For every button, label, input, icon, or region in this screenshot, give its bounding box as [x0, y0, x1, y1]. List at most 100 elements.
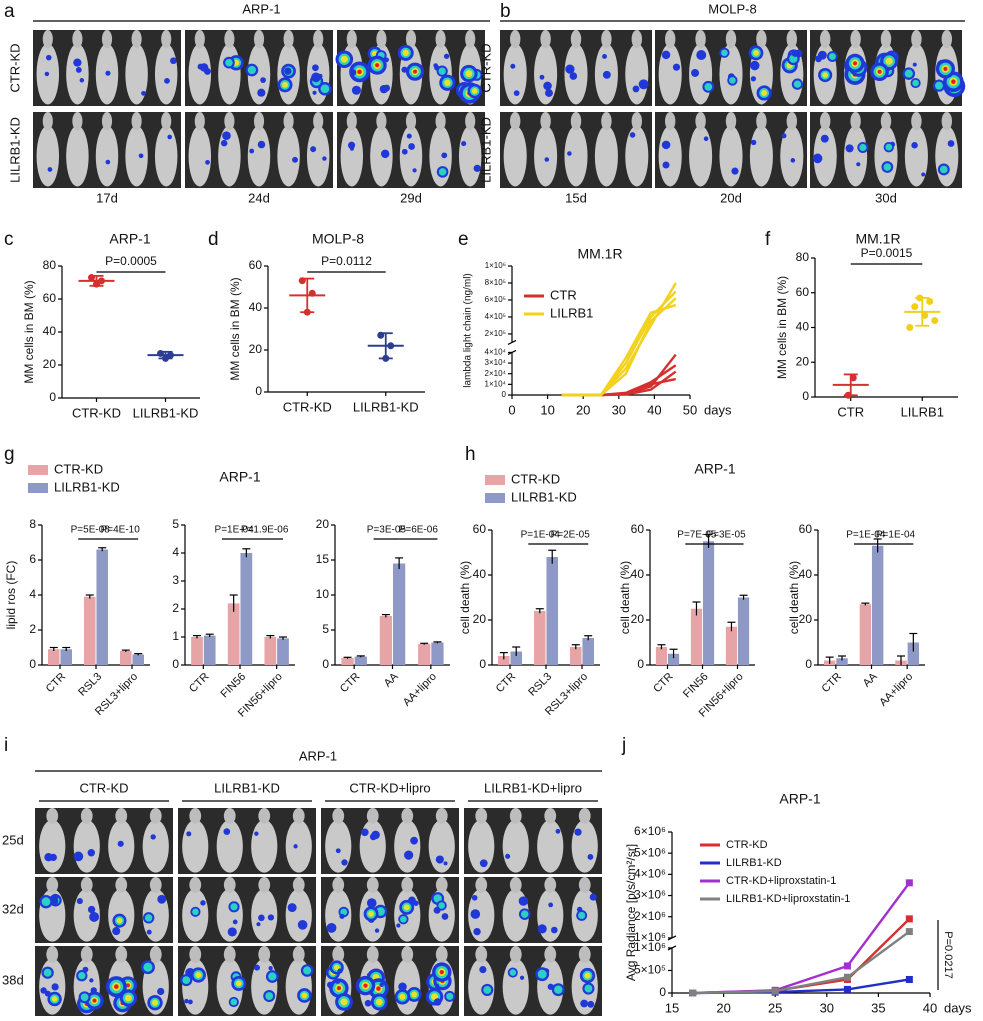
y-tick-label: 1×10⁶	[634, 930, 666, 944]
p-value: P=0.0217	[942, 931, 954, 978]
row-label: 25d	[2, 832, 24, 847]
signal	[146, 929, 152, 935]
y-tick-label: 40	[796, 320, 810, 334]
point	[843, 973, 851, 981]
legend-swatch	[485, 475, 505, 485]
y-tick-label: 5×10⁵	[634, 963, 666, 977]
mouse	[658, 125, 682, 187]
mouse	[537, 888, 564, 942]
row-label: LILRB1-KD	[478, 117, 493, 183]
bar	[341, 658, 354, 665]
mouse-head	[366, 946, 379, 963]
mouse-head	[401, 946, 414, 963]
chart-title: MM.1R	[577, 246, 622, 262]
signal	[320, 84, 330, 94]
signal	[268, 966, 273, 971]
legend-swatch	[28, 483, 48, 493]
signal	[222, 131, 231, 141]
bar	[655, 647, 668, 665]
group-label: LILRB1-KD	[214, 780, 280, 795]
bar	[582, 638, 594, 665]
mouse-head	[544, 808, 557, 824]
signal	[249, 148, 255, 154]
x-tick-label: 25	[768, 1000, 782, 1015]
mouse	[285, 888, 312, 942]
signal	[184, 998, 189, 1004]
mouse-head	[475, 946, 488, 963]
mouse	[935, 125, 959, 187]
signal	[435, 855, 444, 864]
signal	[312, 90, 317, 95]
signal	[47, 167, 53, 172]
signal	[471, 88, 478, 94]
mouse-head	[80, 808, 93, 824]
y-tick-label: 1	[172, 629, 179, 643]
signal	[408, 143, 415, 150]
legend-label: LILRB1-KD	[511, 489, 577, 504]
bar	[379, 616, 393, 665]
mouse	[182, 819, 209, 873]
signal	[911, 141, 918, 149]
bar	[84, 596, 96, 665]
panel-label: h	[465, 444, 476, 465]
signal	[781, 133, 787, 139]
mouse-head	[253, 30, 265, 49]
mouse-head	[42, 30, 53, 49]
signal	[379, 982, 384, 987]
signal	[44, 71, 50, 77]
signal	[750, 139, 757, 146]
mouse-head	[509, 808, 522, 824]
mouse-head	[189, 946, 202, 963]
bar	[859, 604, 872, 665]
signal	[471, 894, 478, 901]
panel-label: e	[458, 229, 469, 250]
mouse-head	[332, 946, 345, 963]
signal	[268, 972, 277, 981]
signal	[371, 830, 380, 840]
mouse-head	[149, 808, 162, 824]
signal	[691, 69, 700, 77]
x-tick-label: 15	[665, 1000, 679, 1015]
mouse	[625, 125, 649, 187]
y-tick-label: 60	[796, 285, 810, 299]
axis-break	[507, 339, 517, 345]
point	[98, 277, 105, 285]
y-tick-label: 60	[799, 522, 813, 536]
mouse	[247, 125, 271, 187]
legend-label: CTR-KD+liproxstatin-1	[726, 875, 836, 887]
chart-title: ARP-1	[109, 231, 150, 247]
mouse	[394, 958, 421, 1015]
signal	[311, 72, 321, 83]
mouse-head	[540, 30, 551, 49]
signal	[703, 136, 709, 142]
signal	[375, 63, 380, 68]
mouse-head	[510, 30, 521, 49]
bar	[264, 637, 277, 665]
y-tick-label: 8×10⁵	[485, 278, 506, 287]
signal	[349, 146, 355, 151]
y-tick-label: 1×10⁴	[485, 379, 507, 388]
bar	[534, 611, 546, 665]
panel-title: ARP-1	[242, 1, 280, 16]
mouse	[625, 43, 649, 105]
mouse	[428, 819, 455, 873]
signal	[105, 159, 111, 165]
mouse-head	[131, 112, 142, 131]
signal	[43, 968, 52, 977]
chart-title: ARP-1	[219, 469, 260, 485]
mouse	[394, 888, 421, 942]
point	[906, 324, 914, 331]
signal	[41, 897, 51, 907]
x-tick-label: CTR-KD	[72, 405, 121, 420]
bar	[546, 557, 558, 665]
x-axis-label: days	[944, 1000, 972, 1015]
signal	[284, 67, 292, 75]
row-label: LILRB1-KD	[7, 117, 22, 183]
point	[298, 277, 306, 285]
x-tick-label: CTR	[820, 671, 845, 696]
p-value: P=0.0112	[321, 254, 372, 268]
y-tick-label: 1×10⁶	[634, 940, 666, 954]
signal	[921, 172, 926, 177]
y-tick-label: 10	[316, 587, 330, 601]
signal	[230, 998, 238, 1006]
